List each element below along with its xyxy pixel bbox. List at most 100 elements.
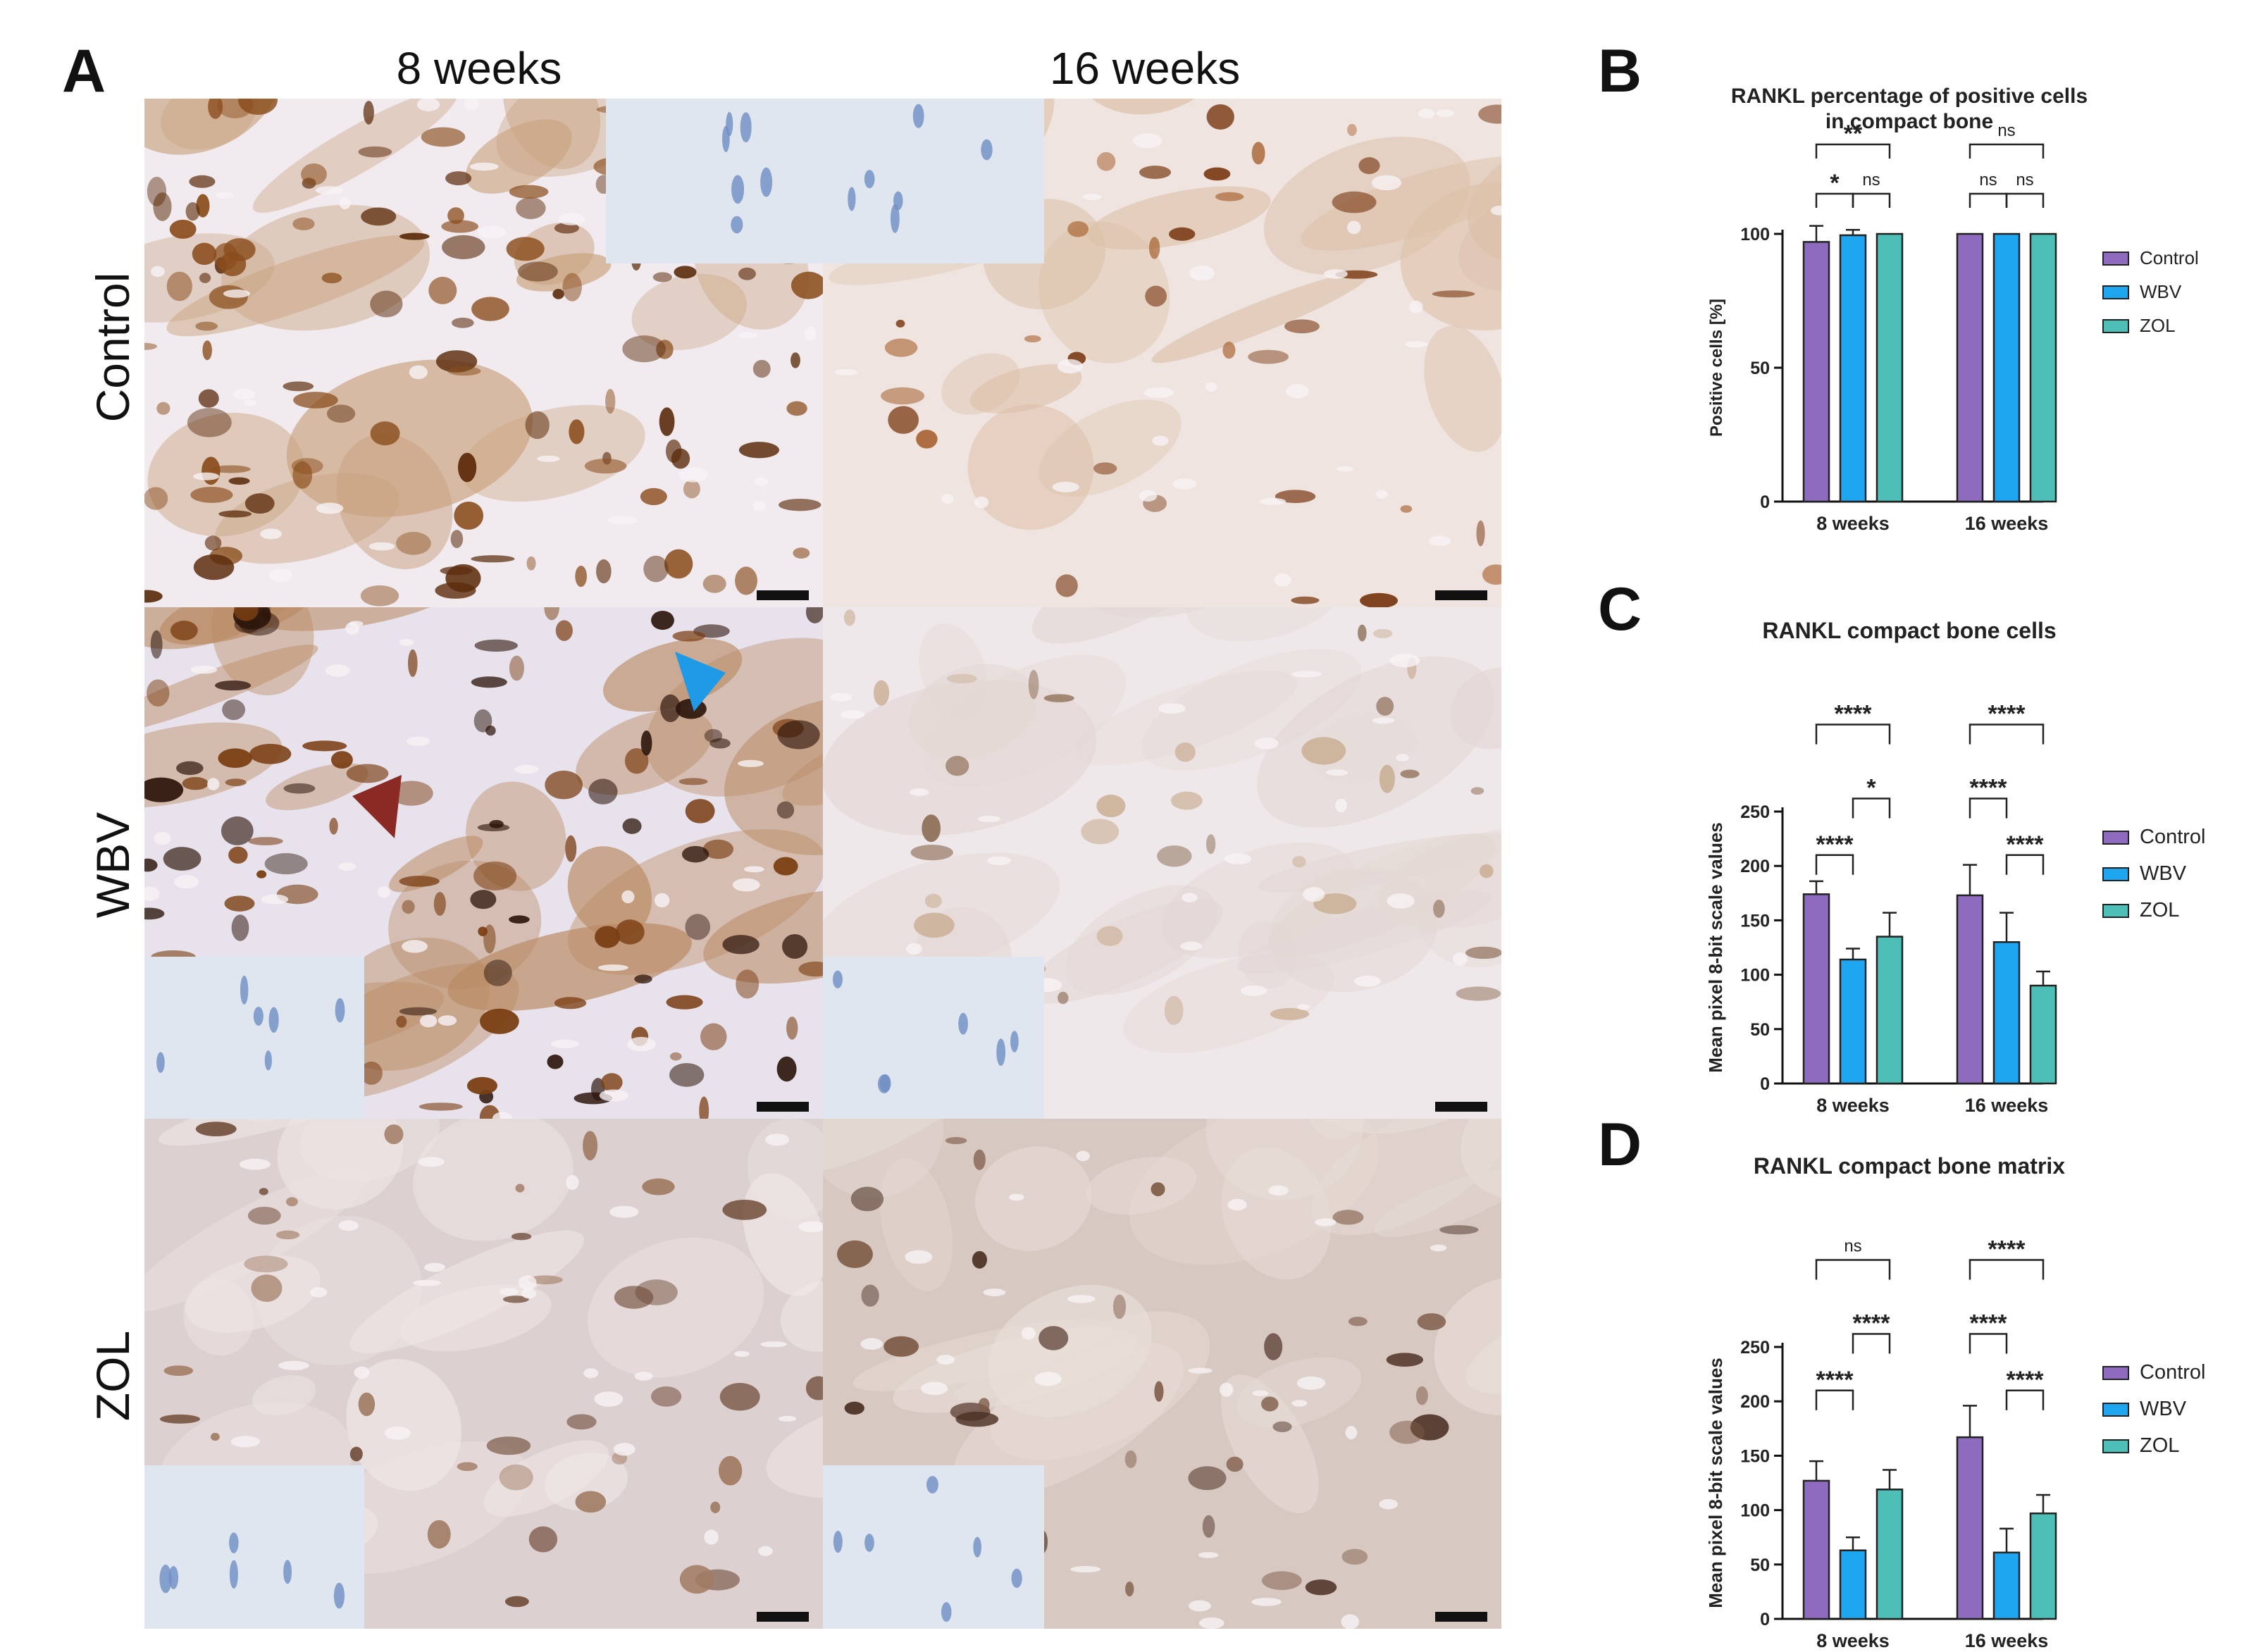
- row-label-wbv: WBV: [87, 812, 139, 919]
- significance-bracket: [2005, 192, 2045, 208]
- legend-label-wbv: WBV: [2140, 862, 2187, 885]
- row-label-zol: ZOL: [87, 1330, 139, 1422]
- negative-control-inset: [823, 1465, 1044, 1629]
- significance-bracket: [1815, 143, 1891, 159]
- y-tick-label: 100: [1740, 1501, 1770, 1521]
- chart-title: RANKL compact bone matrix: [1754, 1153, 2065, 1179]
- bar-wbv-0: [1839, 234, 1867, 503]
- chart-title: in compact bone: [1825, 110, 1993, 133]
- y-tick-label: 100: [1740, 225, 1770, 244]
- bar-control-1: [1956, 894, 1984, 1085]
- y-tick-label: 150: [1740, 1446, 1770, 1466]
- significance-label: *: [1866, 774, 1876, 801]
- legend-label-wbv: WBV: [2140, 281, 2182, 302]
- y-axis-label: Positive cells [%]: [1707, 299, 1726, 437]
- significance-label: ****: [1835, 700, 1873, 727]
- significance-bracket: [1852, 1333, 1891, 1354]
- significance-bracket: [1968, 192, 2008, 208]
- legend-swatch-zol: [2102, 319, 2129, 333]
- y-tick-label: 0: [1760, 1074, 1770, 1094]
- significance-label: ****: [1816, 1367, 1854, 1393]
- column-title-16-weeks: 16 weeks: [1049, 43, 1241, 94]
- significance-label: ns: [1844, 1236, 1861, 1255]
- y-tick-label: 100: [1740, 966, 1770, 986]
- scale-bar: [1435, 1612, 1487, 1622]
- y-axis-label: Mean pixel 8-bit scale values: [1705, 1358, 1726, 1608]
- significance-label: ns: [1997, 121, 2015, 140]
- bar-control-1: [1956, 1436, 1984, 1620]
- legend-swatch-wbv: [2102, 1403, 2129, 1417]
- bar-zol-0: [1876, 232, 1904, 503]
- y-tick-label: 50: [1750, 1020, 1770, 1040]
- legend-swatch-control: [2102, 1366, 2129, 1380]
- panel-letter-c: C: [1598, 576, 1642, 643]
- bar-wbv-1: [1992, 1551, 2021, 1620]
- chart-title: RANKL compact bone cells: [1762, 618, 2056, 643]
- bar-zol-0: [1876, 936, 1904, 1085]
- micrograph-wbv-16w: [823, 607, 1501, 1119]
- significance-label: ns: [1979, 170, 1997, 190]
- legend-swatch-zol: [2102, 1439, 2129, 1453]
- y-tick-label: 150: [1740, 911, 1770, 931]
- significance-bracket: [1815, 723, 1891, 745]
- legend-swatch-control: [2102, 831, 2129, 845]
- significance-bracket: [1852, 797, 1891, 819]
- bar-zol-0: [1876, 1489, 1904, 1620]
- significance-label: ****: [1853, 1310, 1891, 1336]
- significance-bracket: [1815, 854, 1854, 875]
- significance-bracket: [1968, 1333, 2008, 1354]
- x-tick-label: 8 weeks: [1816, 513, 1890, 534]
- chart-d-rankl-bone-matrix: RANKL compact bone matrix 0 50 100 150 200 250…: [1677, 1141, 2240, 1651]
- significance-bracket: [1815, 1389, 1854, 1410]
- y-tick-label: 200: [1740, 1392, 1770, 1412]
- bar-control-0: [1802, 893, 1830, 1085]
- significance-bracket: [1815, 1259, 1891, 1280]
- y-tick-label: 0: [1760, 1610, 1770, 1629]
- legend-label-zol: ZOL: [2140, 315, 2176, 336]
- bar-wbv-1: [1992, 232, 2021, 503]
- legend-label-control: Control: [2140, 247, 2199, 268]
- negative-control-inset: [606, 99, 824, 263]
- x-tick-label: 16 weeks: [1965, 1095, 2049, 1113]
- legend-swatch-wbv: [2102, 285, 2129, 299]
- x-tick-label: 8 weeks: [1816, 1630, 1890, 1648]
- significance-bracket: [1968, 1259, 2045, 1280]
- significance-label: ****: [1970, 774, 2008, 801]
- negative-control-inset: [144, 957, 364, 1119]
- legend-swatch-control: [2102, 251, 2129, 266]
- scale-bar: [1435, 590, 1487, 600]
- negative-control-inset: [144, 1465, 364, 1629]
- y-tick-label: 200: [1740, 857, 1770, 876]
- x-tick-label: 8 weeks: [1816, 1095, 1890, 1113]
- x-tick-label: 16 weeks: [1965, 513, 2049, 534]
- significance-label: ****: [1970, 1310, 2008, 1336]
- y-tick-label: 0: [1760, 492, 1770, 512]
- legend-label-control: Control: [2140, 1361, 2206, 1384]
- bar-zol-1: [2029, 984, 2057, 1085]
- micrograph-zol-8w: [144, 1119, 823, 1629]
- row-label-control: Control: [87, 272, 139, 423]
- significance-label: ns: [2016, 170, 2033, 190]
- x-tick-label: 16 weeks: [1965, 1630, 2049, 1648]
- scale-bar: [757, 1612, 809, 1622]
- legend-swatch-zol: [2102, 904, 2129, 918]
- bar-control-0: [1802, 241, 1830, 503]
- significance-label: ****: [1816, 831, 1854, 858]
- y-tick-label: 250: [1740, 802, 1770, 822]
- significance-label: ****: [1988, 1236, 2026, 1262]
- negative-control-inset: [823, 99, 1044, 263]
- bar-wbv-0: [1839, 1549, 1867, 1620]
- bar-control-0: [1802, 1479, 1830, 1620]
- significance-label: **: [1844, 120, 1863, 147]
- bar-control-1: [1956, 232, 1984, 503]
- chart-title: RANKL percentage of positive cells: [1731, 85, 2088, 108]
- y-tick-label: 50: [1750, 359, 1770, 378]
- significance-label: ns: [1862, 170, 1880, 190]
- bar-wbv-1: [1992, 941, 2021, 1085]
- column-title-8-weeks: 8 weeks: [396, 43, 562, 94]
- panel-letter-b: B: [1598, 37, 1642, 105]
- y-tick-label: 50: [1750, 1555, 1770, 1575]
- legend-label-zol: ZOL: [2140, 899, 2179, 921]
- significance-label: ****: [1988, 700, 2026, 727]
- bar-zol-1: [2029, 232, 2057, 503]
